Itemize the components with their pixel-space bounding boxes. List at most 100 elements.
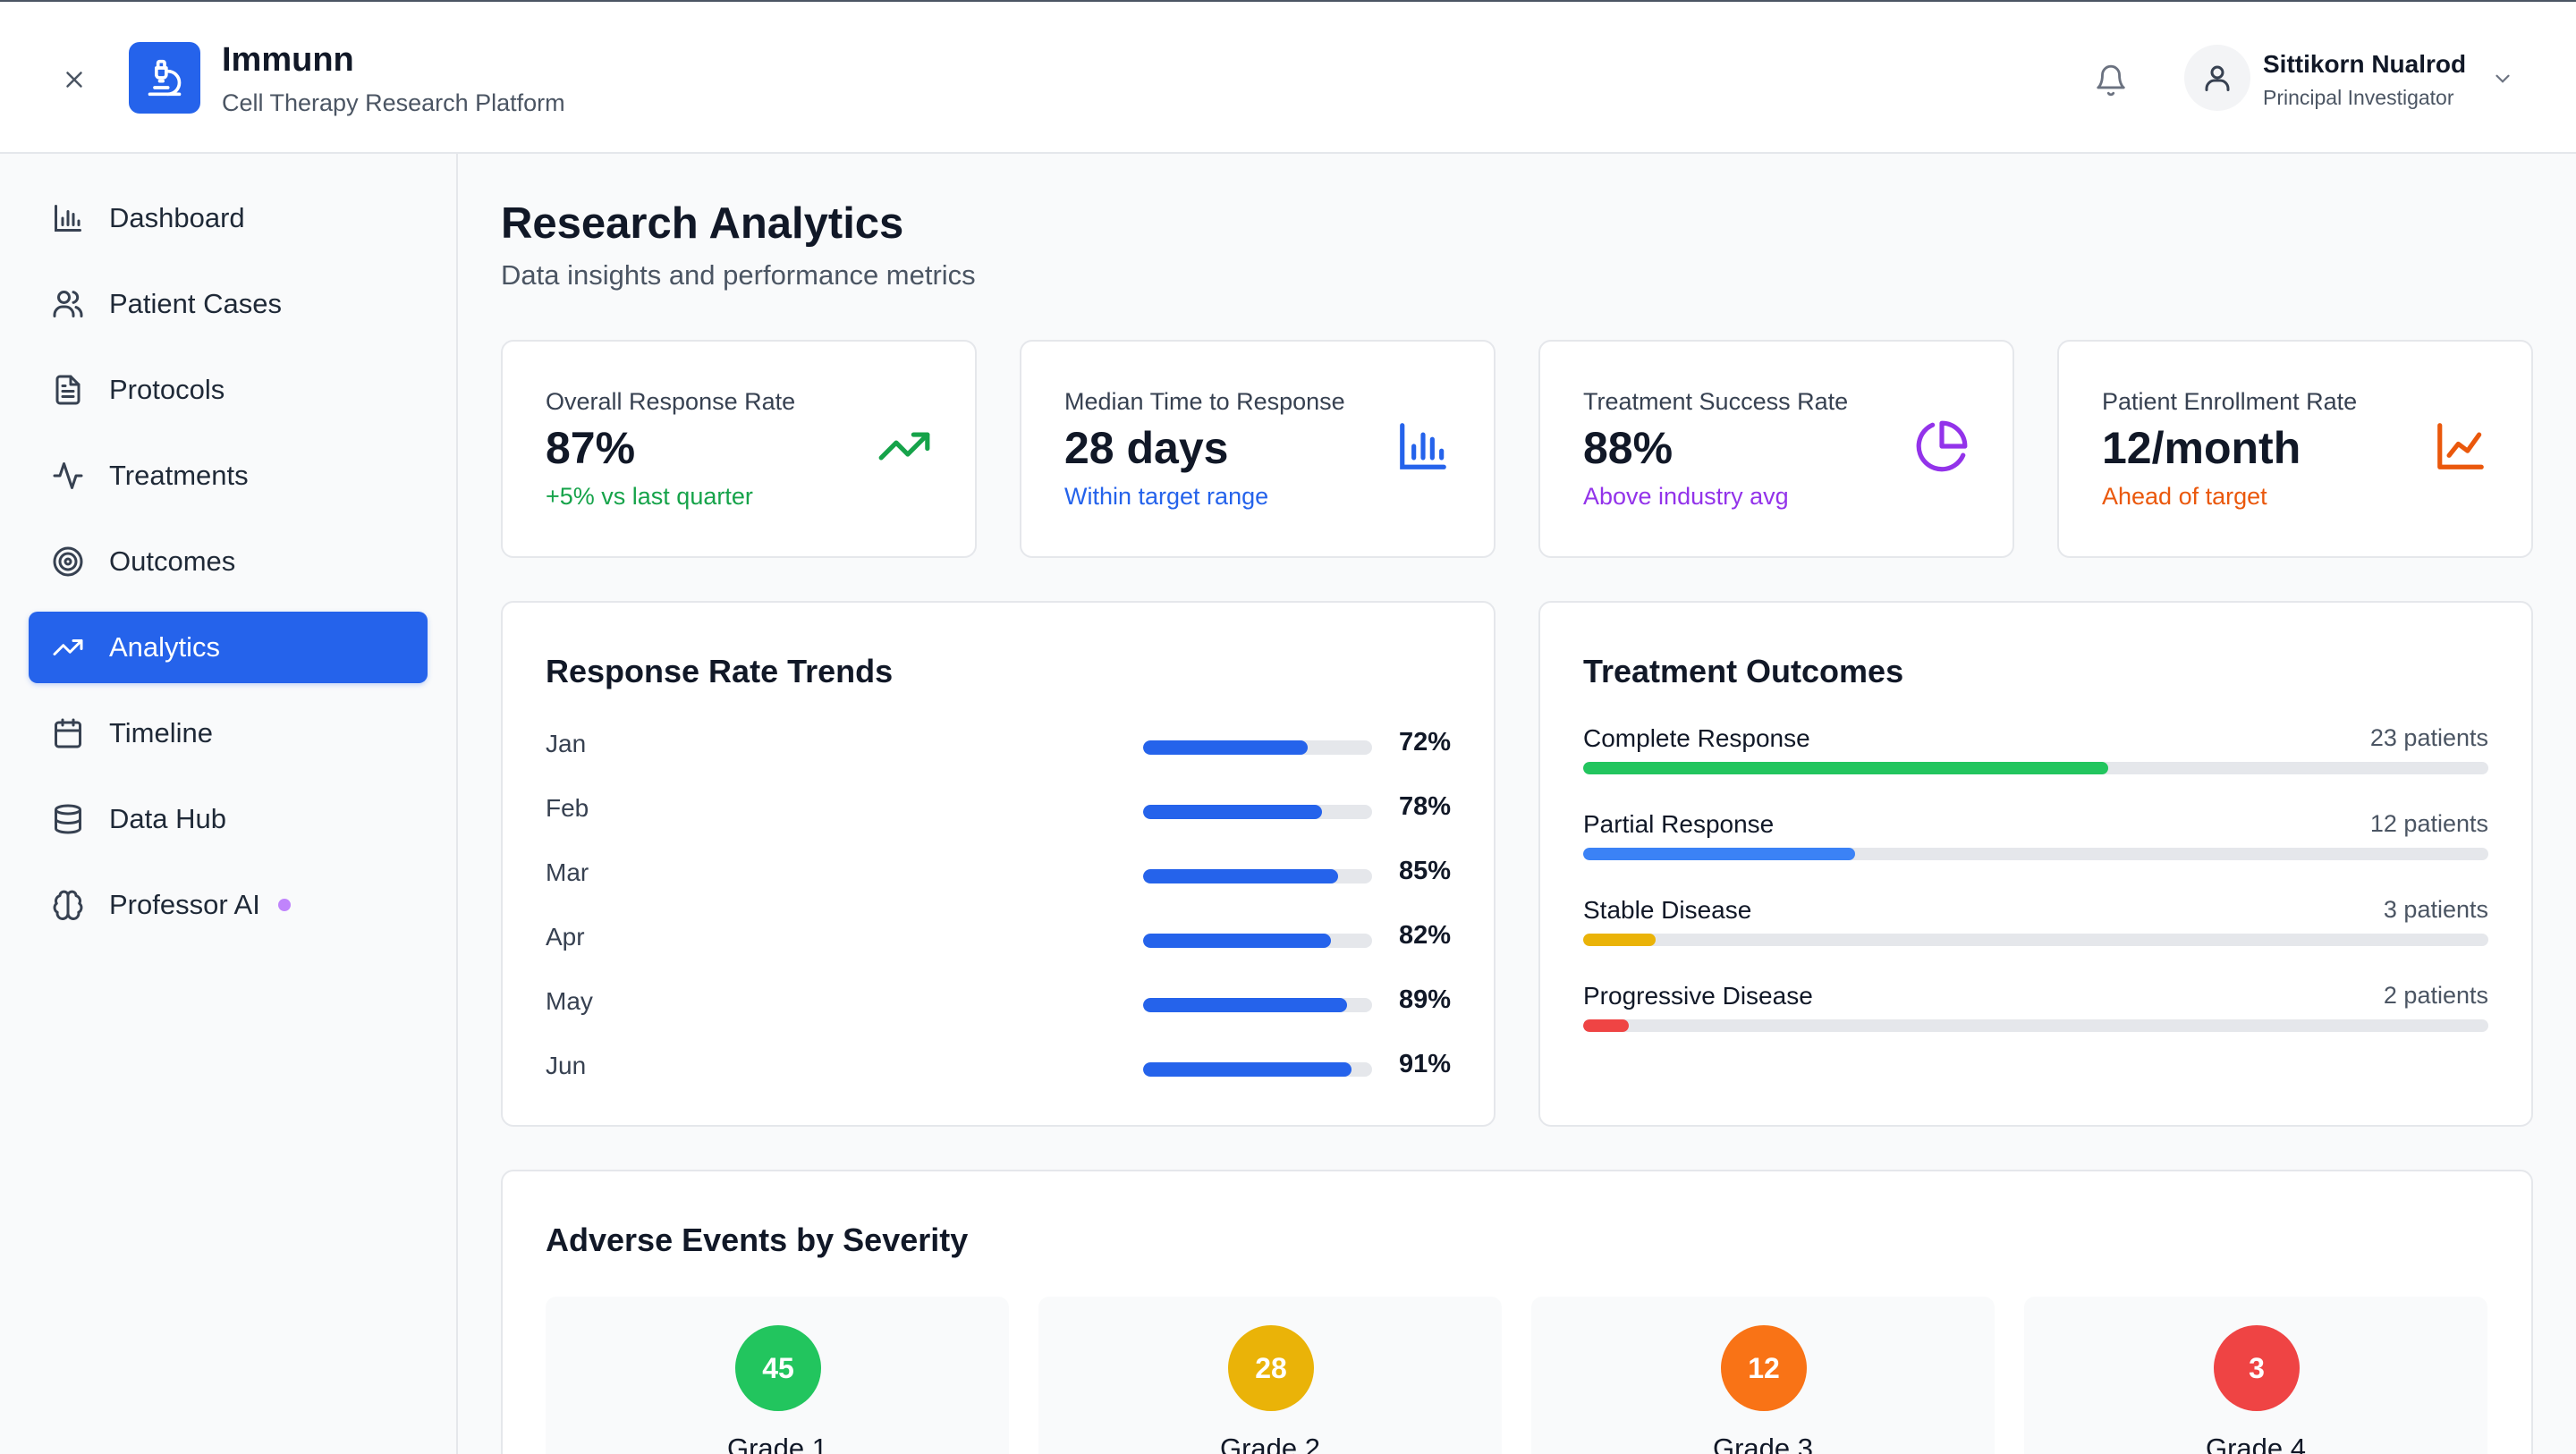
sidebar-item-label: Treatments bbox=[109, 460, 249, 491]
pie-chart-icon bbox=[1914, 418, 1970, 474]
document-icon bbox=[50, 372, 86, 408]
progress-track bbox=[1143, 869, 1372, 883]
database-icon bbox=[50, 801, 86, 837]
progress-track bbox=[1143, 934, 1372, 948]
progress-track bbox=[1583, 934, 2488, 946]
bar-chart-icon bbox=[1395, 418, 1451, 474]
outcome-label: Stable Disease bbox=[1583, 896, 1752, 924]
top-header: Immunn Cell Therapy Research Platform Si… bbox=[0, 0, 2576, 154]
stat-note: +5% vs last quarter bbox=[546, 483, 753, 510]
close-icon[interactable] bbox=[55, 61, 93, 98]
sidebar-item-patient-cases[interactable]: Patient Cases bbox=[29, 268, 428, 340]
stat-label: Treatment Success Rate bbox=[1583, 388, 1849, 415]
stat-label: Overall Response Rate bbox=[546, 388, 796, 415]
trend-row: Apr 82% bbox=[546, 919, 1451, 955]
trend-month: Feb bbox=[546, 794, 589, 822]
outcome-count: 12 patients bbox=[2369, 810, 2488, 837]
page-subtitle: Data insights and performance metrics bbox=[501, 259, 976, 291]
treatment-outcomes-card: Treatment Outcomes Complete Response 23 p… bbox=[1538, 601, 2533, 1127]
stat-value: 87% bbox=[546, 423, 636, 473]
stat-value: 28 days bbox=[1064, 423, 1229, 473]
trend-value: 82% bbox=[1398, 921, 1451, 950]
grade-box: 45 Grade 1 bbox=[546, 1297, 1009, 1454]
progress-track bbox=[1583, 1019, 2488, 1032]
stat-card-response-rate: Overall Response Rate 87% +5% vs last qu… bbox=[501, 340, 977, 558]
grade-count-badge: 28 bbox=[1228, 1325, 1314, 1411]
stat-label: Patient Enrollment Rate bbox=[2102, 388, 2358, 415]
grade-box: 3 Grade 4 bbox=[2024, 1297, 2487, 1454]
progress-track bbox=[1583, 848, 2488, 860]
trend-row: Mar 85% bbox=[546, 855, 1451, 891]
progress-track bbox=[1143, 805, 1372, 819]
sidebar-item-analytics[interactable]: Analytics bbox=[29, 612, 428, 683]
avatar[interactable] bbox=[2184, 45, 2250, 111]
stat-value: 88% bbox=[1583, 423, 1674, 473]
progress-bar bbox=[1583, 934, 1656, 946]
user-name[interactable]: Sittikorn Nualrod bbox=[2263, 50, 2467, 78]
status-dot bbox=[277, 899, 291, 911]
section-title: Response Rate Trends bbox=[546, 653, 894, 689]
outcome-count: 23 patients bbox=[2369, 724, 2488, 751]
response-rate-trends-card: Response Rate Trends Jan 72% Feb 78% Mar 85% A… bbox=[501, 601, 1496, 1127]
progress-track bbox=[1143, 998, 1372, 1012]
adverse-events-card: Adverse Events by Severity 45 Grade 1 28 Gr… bbox=[501, 1170, 2533, 1454]
sidebar-item-label: Dashboard bbox=[109, 202, 245, 233]
progress-bar bbox=[1583, 762, 2108, 774]
trend-row: Feb 78% bbox=[546, 790, 1451, 826]
sidebar-item-protocols[interactable]: Protocols bbox=[29, 354, 428, 426]
stat-card-median-time: Median Time to Response 28 days Within t… bbox=[1020, 340, 1496, 558]
stat-note: Ahead of target bbox=[2102, 483, 2267, 510]
stat-label: Median Time to Response bbox=[1064, 388, 1345, 415]
trend-row: May 89% bbox=[546, 984, 1451, 1019]
trend-month: May bbox=[546, 987, 593, 1015]
sidebar-item-data-hub[interactable]: Data Hub bbox=[29, 783, 428, 855]
sidebar-item-timeline[interactable]: Timeline bbox=[29, 697, 428, 769]
outcome-count: 2 patients bbox=[2383, 982, 2488, 1009]
trend-month: Jun bbox=[546, 1052, 587, 1079]
brain-icon bbox=[50, 887, 86, 923]
sidebar-item-dashboard[interactable]: Dashboard bbox=[29, 182, 428, 254]
progress-track bbox=[1143, 1062, 1372, 1077]
sidebar-item-treatments[interactable]: Treatments bbox=[29, 440, 428, 511]
grade-box: 12 Grade 3 bbox=[1531, 1297, 1995, 1454]
trend-value: 89% bbox=[1398, 985, 1451, 1014]
outcome-label: Partial Response bbox=[1583, 810, 1775, 838]
sidebar-item-label: Timeline bbox=[109, 717, 213, 748]
app-title: Immunn bbox=[222, 41, 354, 79]
progress-bar bbox=[1143, 869, 1338, 883]
page-title: Research Analytics bbox=[501, 199, 904, 248]
sidebar-item-label: Outcomes bbox=[109, 545, 236, 577]
sidebar-item-label: Data Hub bbox=[109, 803, 226, 834]
stat-note: Within target range bbox=[1064, 483, 1269, 510]
outcome-row: Progressive Disease 2 patients bbox=[1583, 982, 2488, 1036]
grade-label: Grade 4 bbox=[2205, 1433, 2306, 1454]
sidebar-item-professor-ai[interactable]: Professor AI bbox=[29, 869, 428, 941]
trend-month: Jan bbox=[546, 730, 587, 757]
bell-icon[interactable] bbox=[2089, 59, 2132, 102]
calendar-icon bbox=[50, 715, 86, 751]
trend-row: Jan 72% bbox=[546, 726, 1451, 762]
grade-count-badge: 12 bbox=[1721, 1325, 1807, 1411]
trend-value: 85% bbox=[1398, 857, 1451, 885]
progress-bar bbox=[1143, 740, 1309, 755]
sidebar-item-label: Professor AI bbox=[109, 889, 260, 920]
outcome-label: Progressive Disease bbox=[1583, 982, 1813, 1010]
trend-month: Mar bbox=[546, 858, 589, 886]
stat-card-success-rate: Treatment Success Rate 88% Above industr… bbox=[1538, 340, 2014, 558]
sidebar-item-label: Patient Cases bbox=[109, 288, 282, 319]
users-icon bbox=[50, 286, 86, 322]
trend-month: Apr bbox=[546, 923, 585, 951]
outcome-row: Stable Disease 3 patients bbox=[1583, 896, 2488, 950]
progress-bar bbox=[1143, 1062, 1352, 1077]
outcome-row: Complete Response 23 patients bbox=[1583, 724, 2488, 778]
section-title: Adverse Events by Severity bbox=[546, 1222, 969, 1258]
trend-value: 91% bbox=[1398, 1050, 1451, 1078]
sidebar-item-label: Protocols bbox=[109, 374, 225, 405]
sidebar-item-outcomes[interactable]: Outcomes bbox=[29, 526, 428, 597]
grade-count-badge: 3 bbox=[2214, 1325, 2300, 1411]
progress-bar bbox=[1143, 805, 1322, 819]
stat-note: Above industry avg bbox=[1583, 483, 1789, 510]
progress-bar bbox=[1583, 1019, 1629, 1032]
chevron-down-icon[interactable] bbox=[2488, 64, 2517, 93]
grade-label: Grade 2 bbox=[1219, 1433, 1320, 1454]
